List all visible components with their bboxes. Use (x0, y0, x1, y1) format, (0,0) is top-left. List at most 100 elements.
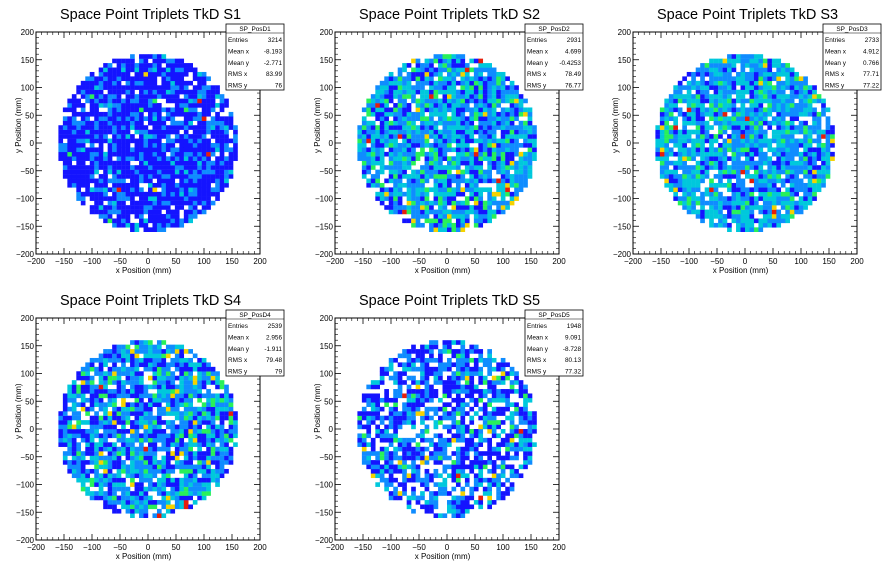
heatmap-bin (393, 125, 398, 130)
heatmap-bin (397, 209, 403, 215)
heatmap-bin (438, 178, 443, 184)
heatmap-bin (94, 187, 99, 193)
heatmap-bin (67, 169, 73, 175)
heatmap-bin (188, 187, 193, 193)
heatmap-bin (491, 107, 497, 113)
heatmap-bin (514, 178, 519, 184)
heatmap-bin (219, 165, 225, 170)
heatmap-bin (188, 89, 193, 95)
heatmap-bin (509, 98, 515, 104)
heatmap-bin (179, 218, 185, 224)
heatmap-bin (673, 107, 678, 113)
heatmap-bin (460, 107, 466, 113)
heatmap-bin (94, 98, 99, 104)
heatmap-bin (455, 107, 461, 113)
heatmap-bin (509, 174, 515, 179)
heatmap-bin (206, 85, 211, 90)
heatmap-bin (370, 147, 376, 153)
stats-value-rms-y: 76.77 (565, 83, 581, 90)
heatmap-bin (659, 169, 665, 175)
x-tick-label: −150 (55, 257, 74, 266)
heatmap-bin (514, 107, 519, 113)
heatmap-bin (125, 151, 131, 157)
heatmap-bin (130, 151, 135, 157)
heatmap-bin (438, 54, 443, 59)
heatmap-bin (491, 143, 497, 148)
heatmap-bin (424, 103, 430, 108)
heatmap-bin (500, 80, 506, 86)
heatmap-bin (148, 111, 153, 117)
heatmap-bin (192, 182, 198, 188)
heatmap-bin (411, 222, 416, 228)
heatmap-bin (148, 200, 153, 206)
heatmap-bin (505, 143, 510, 148)
heatmap-bin (215, 156, 220, 161)
heatmap-bin (523, 174, 528, 179)
heatmap-bin (206, 205, 211, 210)
x-tick-label: 150 (225, 257, 239, 266)
heatmap-bin (201, 134, 207, 139)
heatmap-bin (76, 174, 81, 179)
heatmap-bin (406, 160, 412, 166)
heatmap-bin (433, 218, 439, 224)
heatmap-bin (397, 85, 403, 90)
heatmap-bin (188, 63, 193, 68)
heatmap-bin (170, 125, 176, 130)
heatmap-bin (71, 125, 77, 130)
heatmap-bin (415, 156, 421, 161)
heatmap-bin (406, 165, 412, 170)
heatmap-bin (179, 174, 185, 179)
heatmap-bin (197, 165, 202, 170)
heatmap-bin (143, 134, 149, 139)
heatmap-bin (179, 165, 185, 170)
heatmap-bin (464, 138, 470, 144)
heatmap-bin (411, 214, 416, 219)
heatmap-bin (121, 107, 126, 113)
heatmap-bin (233, 156, 238, 161)
heatmap-bin (121, 89, 126, 95)
heatmap-bin (415, 103, 421, 108)
heatmap-bin (112, 160, 117, 166)
heatmap-bin (429, 134, 434, 139)
heatmap-bin (134, 94, 140, 99)
heatmap-bin (447, 80, 452, 86)
heatmap-bin (206, 107, 211, 113)
heatmap-bin (156, 143, 162, 148)
heatmap-bin (107, 169, 113, 175)
heatmap-bin (152, 160, 158, 166)
heatmap-bin (156, 218, 162, 224)
heatmap-bin (514, 143, 519, 148)
heatmap-bin (121, 58, 126, 64)
heatmap-bin (388, 209, 394, 215)
heatmap-bin (210, 98, 216, 104)
heatmap-bin (500, 151, 506, 157)
heatmap-bin (224, 147, 229, 153)
heatmap-bin (411, 151, 416, 157)
heatmap-bin (148, 120, 153, 126)
heatmap-bin (170, 107, 176, 113)
heatmap-bin (673, 191, 678, 197)
heatmap-bin (112, 196, 117, 201)
heatmap-bin (447, 174, 452, 179)
heatmap-bin (402, 67, 407, 73)
heatmap-bin (206, 178, 211, 184)
heatmap-bin (478, 178, 484, 184)
heatmap-bin (482, 89, 488, 95)
heatmap-bin (174, 71, 180, 77)
heatmap-bin (500, 85, 506, 90)
heatmap-bin (143, 98, 149, 104)
heatmap-bin (215, 120, 220, 126)
heatmap-bin (518, 169, 524, 175)
heatmap-bin (500, 98, 506, 104)
heatmap-bin (228, 169, 234, 175)
heatmap-bin (691, 85, 696, 90)
heatmap-bin (424, 63, 430, 68)
heatmap-bin (500, 174, 506, 179)
heatmap-bin (677, 200, 683, 206)
heatmap-bin (514, 125, 519, 130)
heatmap-bin (121, 209, 126, 215)
heatmap-bin (112, 80, 117, 86)
heatmap-bin (210, 160, 216, 166)
heatmap-bin (447, 103, 452, 108)
heatmap-bin (201, 205, 207, 210)
